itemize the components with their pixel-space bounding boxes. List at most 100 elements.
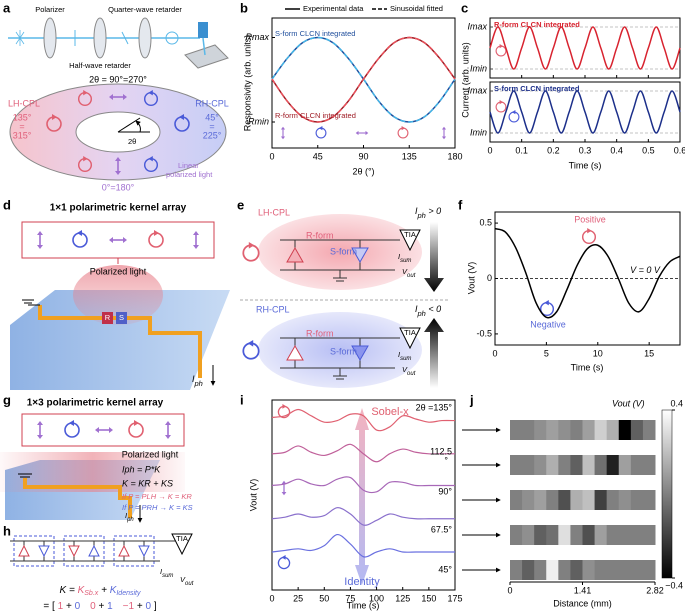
y-tick-label: 0: [487, 273, 492, 283]
pol-icon: [315, 126, 327, 139]
y-tick-label: -0.5: [476, 328, 492, 338]
colorbar-tick-label: −0.4: [665, 580, 683, 590]
current-label: Iph: [192, 374, 203, 388]
heat-cell: [630, 490, 644, 510]
heat-cell: [594, 525, 608, 545]
heat-cell: [522, 455, 535, 475]
fit-line: [271, 36, 456, 123]
panel-letter: b: [240, 0, 248, 15]
panel-letter: c: [461, 0, 468, 15]
tia-label: TIA: [404, 328, 416, 337]
wire: [23, 478, 132, 518]
tia-label: TIA: [176, 534, 188, 543]
heat-cell: [546, 420, 559, 440]
series-label: 2θ =135°: [416, 402, 453, 412]
equation: If P = PLH → K = KR: [122, 492, 192, 501]
equation: Iph = P*K: [122, 464, 161, 474]
unpolarized-icon: [14, 30, 26, 46]
heat-cell: [510, 455, 523, 475]
panel-h: h TIA Isum Vout K = KSb.x + KIdensity = …: [3, 523, 194, 611]
current-label: Iph: [125, 511, 134, 523]
heat-cell: [642, 560, 656, 580]
s-diode: [351, 247, 369, 264]
substrate: [10, 290, 230, 390]
colorbar: [661, 409, 673, 579]
heat-cell: [606, 455, 620, 475]
y-axis-label: Responsivity (arb. units): [242, 35, 252, 132]
heat-cell: [522, 525, 535, 545]
diode: [18, 544, 30, 557]
heat-cell: [594, 420, 608, 440]
panel-letter: j: [469, 392, 474, 407]
data-line: [271, 408, 456, 432]
angle-label: 2θ = 90°=270°: [89, 74, 147, 84]
vout-label: Vout: [402, 267, 416, 279]
lh-glow: [258, 214, 422, 290]
heat-cell: [582, 455, 596, 475]
x-tick-label: 0: [492, 348, 497, 358]
x-tick-label: 90: [358, 151, 368, 161]
angle-label: 45°: [205, 112, 219, 122]
angle-label: 225°: [203, 130, 222, 140]
panel-title: 1×1 polarimetric kernel array: [50, 203, 187, 214]
tia: [171, 533, 193, 556]
heat-cell: [558, 525, 571, 545]
diode: [88, 544, 100, 557]
x-tick-label: 45: [313, 151, 323, 161]
subplot-title: R-form CLCN integrated: [494, 20, 580, 29]
legend-label: Sinusoidal fitted: [390, 4, 443, 13]
heat-cell: [570, 525, 583, 545]
arrow-label: Sobel-x: [371, 406, 409, 418]
cell-label: R: [105, 313, 111, 322]
data-line: [271, 476, 455, 494]
annotation: V = 0 V: [630, 265, 661, 275]
polarizer: [43, 17, 57, 59]
s-diode: [351, 345, 369, 362]
heat-cell: [558, 420, 571, 440]
x-tick-label: 0.5: [642, 145, 655, 155]
plot-frame: [271, 399, 456, 591]
heat-cell: [522, 490, 535, 510]
ground: [22, 299, 34, 304]
rh-glow: [258, 312, 422, 388]
cell-label: S: [119, 313, 124, 322]
x-tick-label: 0.2: [547, 145, 560, 155]
x-axis-label: Distance (mm): [553, 598, 612, 608]
r-diode: [286, 344, 304, 361]
condition: Iph > 0: [415, 206, 441, 220]
panel-g: g 1×3 polarimetric kernel array Polarize…: [0, 392, 193, 523]
heat-cell: [606, 420, 620, 440]
y-tick-label: Imin: [470, 63, 487, 73]
pol-icon: [495, 100, 507, 113]
panel-d: d 1×1 polarimetric kernel array Polarize…: [3, 197, 230, 390]
pol-icon: [397, 126, 409, 139]
x-tick-label: 135: [402, 151, 417, 161]
wire: [38, 305, 202, 378]
panel-letter: a: [3, 0, 11, 15]
annotation: Positive: [574, 214, 606, 224]
series-label: 112.5: [430, 446, 452, 456]
x-tick-label: 50: [319, 593, 329, 603]
angle-arc: [135, 120, 141, 133]
x-tick-label: 0: [487, 145, 492, 155]
heat-cell: [618, 455, 632, 475]
x-tick-label: 0: [269, 593, 274, 603]
heat-cell: [570, 455, 583, 475]
panel-title: 1×3 polarimetric kernel array: [27, 398, 164, 409]
tia-label: TIA: [404, 230, 416, 239]
note: polarized light: [166, 170, 213, 179]
angle-arm: [117, 117, 141, 133]
pol-icon: [441, 126, 447, 140]
series-label: 67.5°: [431, 524, 453, 534]
heat-cell: [546, 455, 559, 475]
series-label: R-form CLCN integrated: [275, 111, 356, 120]
y-axis-label: Current (arb. units): [460, 42, 470, 118]
rh-label: RH-CPL: [195, 98, 229, 108]
heat-cell: [522, 420, 535, 440]
panel-f: f: [458, 197, 597, 317]
data-line: [489, 90, 681, 134]
data-line: [271, 533, 455, 558]
legend-label: Experimental data: [303, 4, 364, 13]
heat-cell: [630, 560, 644, 580]
panel-letter: i: [240, 392, 244, 407]
